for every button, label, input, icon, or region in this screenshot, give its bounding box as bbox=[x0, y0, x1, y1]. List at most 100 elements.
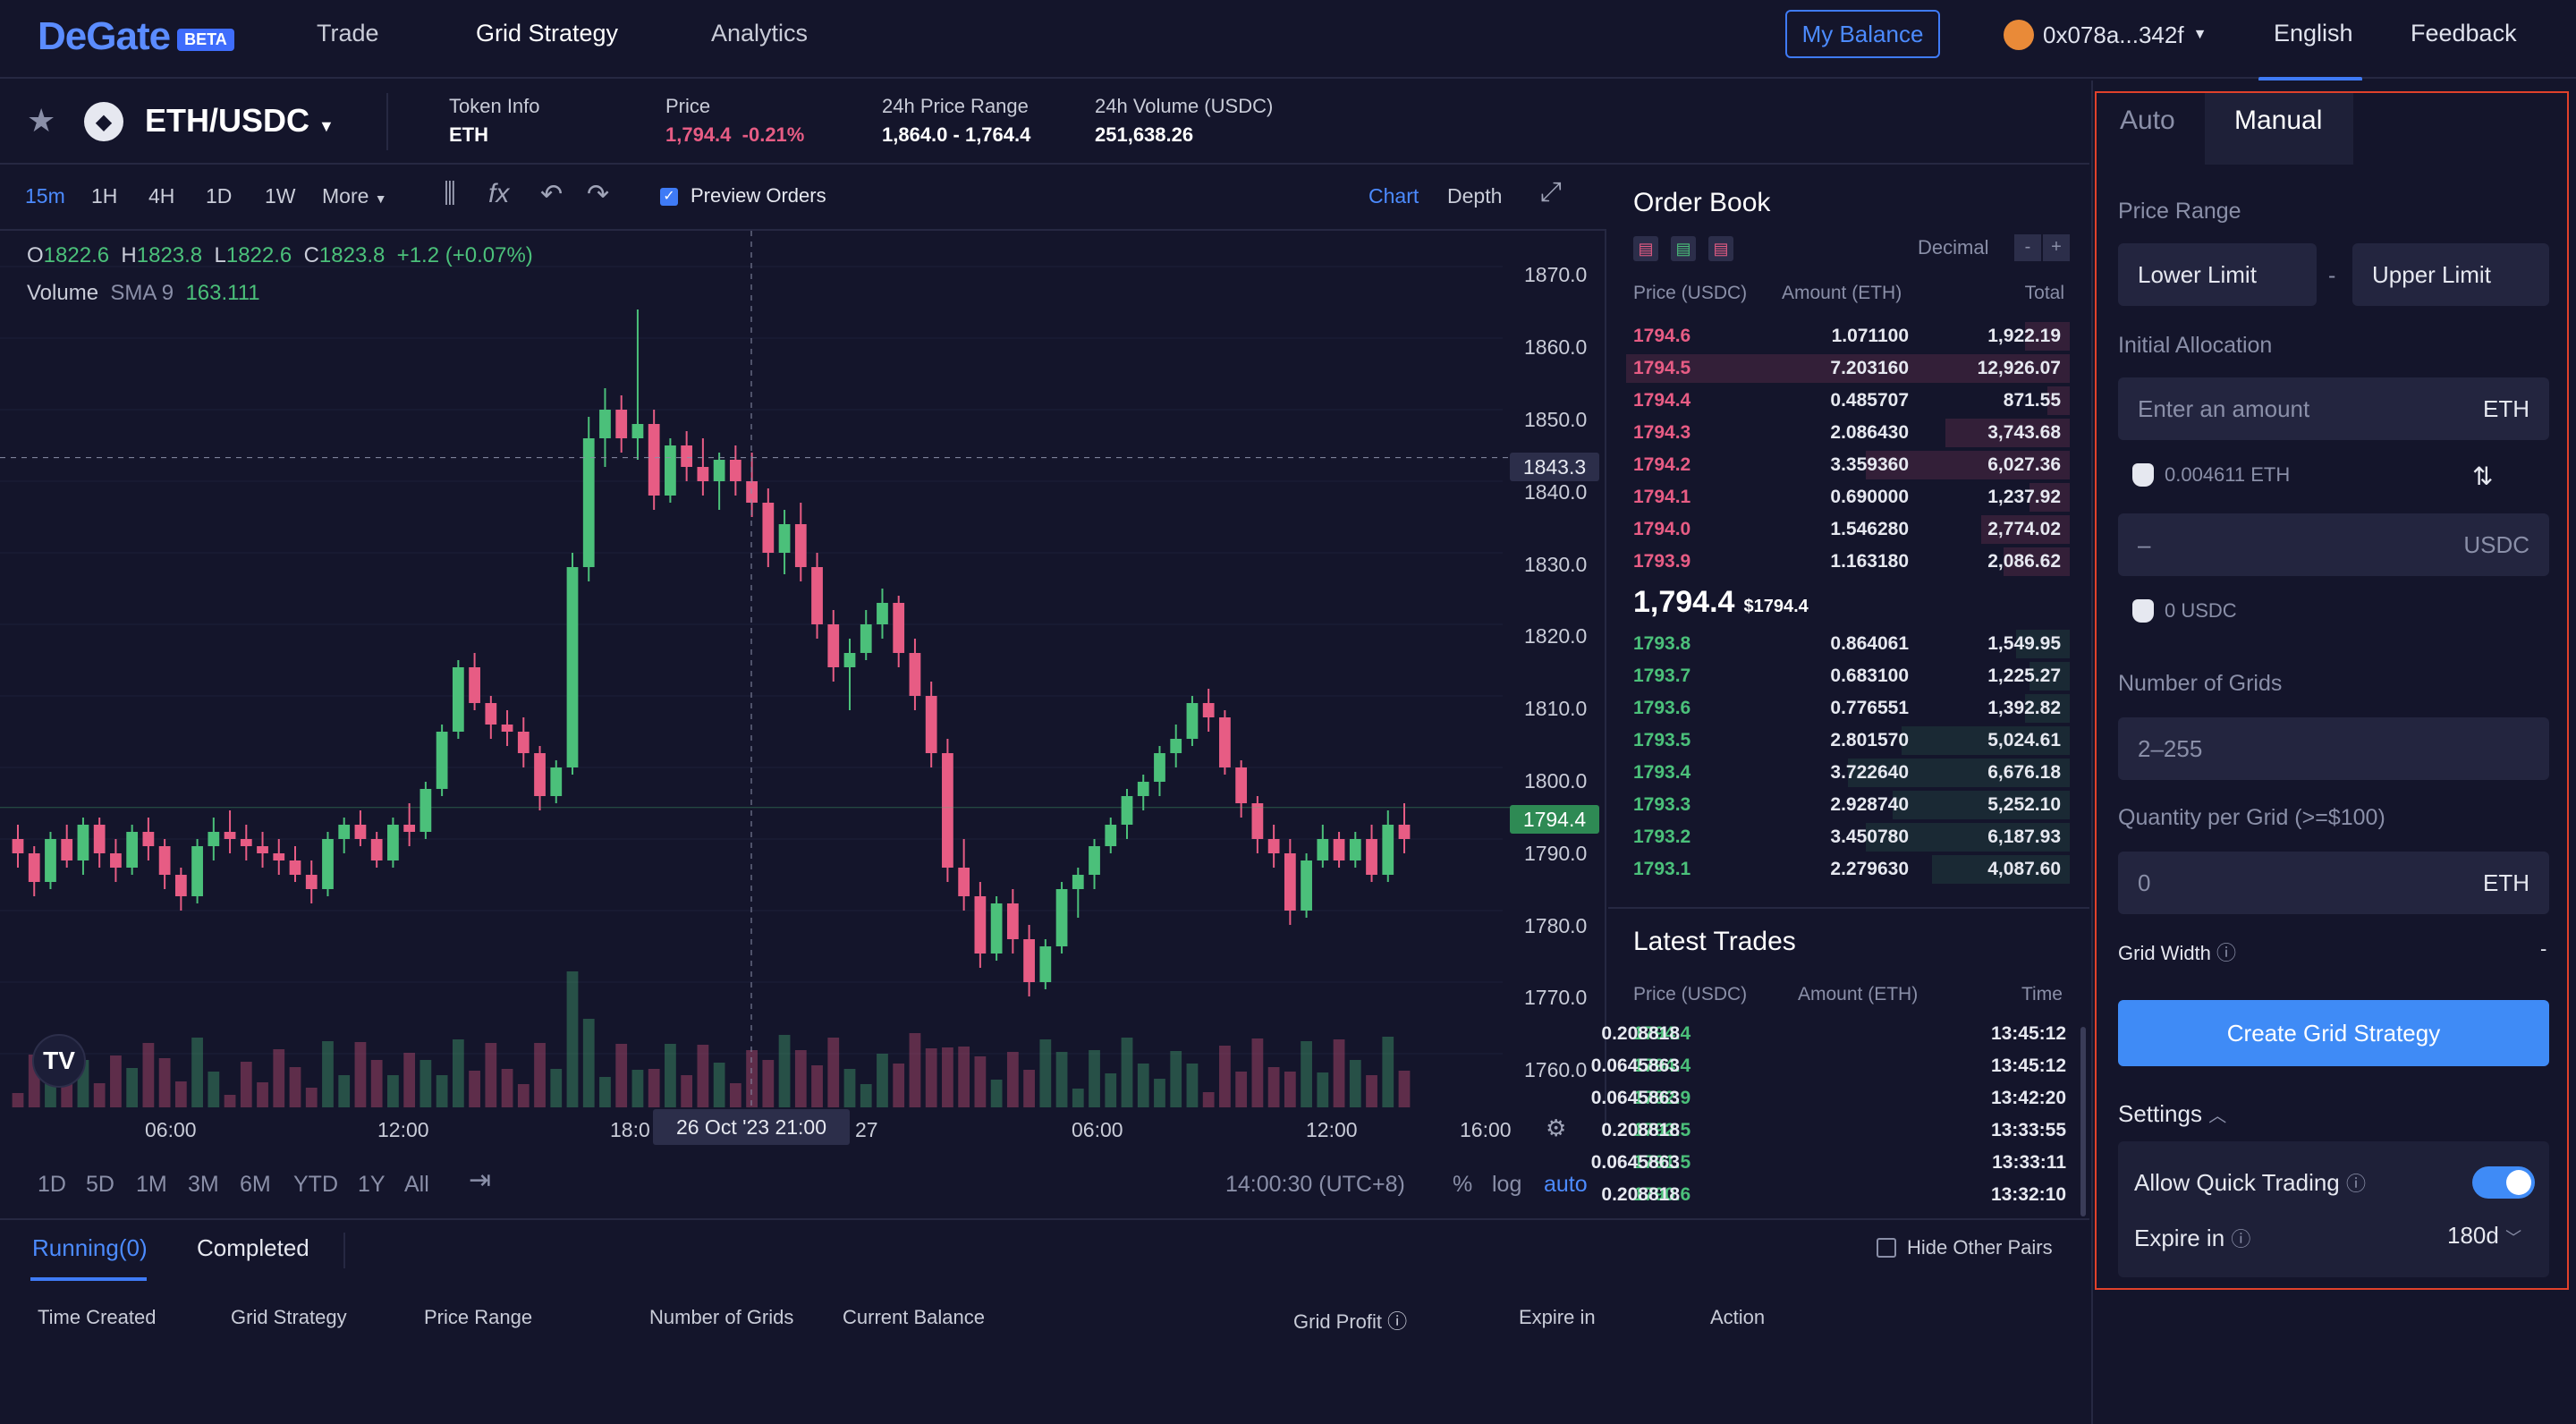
qty-per-grid-input[interactable]: 0 ETH bbox=[2118, 852, 2549, 914]
my-balance-button[interactable]: My Balance bbox=[1785, 10, 1940, 58]
tf-1w[interactable]: 1W bbox=[265, 184, 296, 208]
bid-row[interactable]: 1793.2 3.450780 6,187.93 bbox=[1626, 821, 2070, 852]
range-5d[interactable]: 5D bbox=[86, 1172, 114, 1197]
ask-row[interactable]: 1794.4 0.485707 871.55 bbox=[1626, 385, 2070, 415]
range-3m[interactable]: 3M bbox=[188, 1172, 219, 1197]
ask-row[interactable]: 1794.1 0.690000 1,237.92 bbox=[1626, 481, 2070, 512]
hide-pairs-checkbox[interactable] bbox=[1877, 1238, 1896, 1258]
pair-selector[interactable]: ETH/USDC ▼ bbox=[145, 102, 335, 140]
tab-manual[interactable]: Manual bbox=[2234, 106, 2323, 135]
bid-row[interactable]: 1793.8 0.864061 1,549.95 bbox=[1626, 628, 2070, 658]
x-tick: 06:00 bbox=[145, 1118, 197, 1141]
upper-limit-input[interactable]: Upper Limit bbox=[2352, 243, 2549, 306]
nav-analytics[interactable]: Analytics bbox=[711, 20, 809, 47]
nav-trade[interactable]: Trade bbox=[317, 20, 379, 47]
star-icon[interactable]: ★ bbox=[27, 102, 56, 139]
decimal-minus-button[interactable]: - bbox=[2014, 234, 2041, 261]
tab-chart[interactable]: Chart bbox=[1368, 184, 1419, 208]
lt-col-time: Time bbox=[2021, 984, 2063, 1004]
indicators-icon[interactable]: fx bbox=[488, 179, 510, 208]
bid-row[interactable]: 1793.1 2.279630 4,087.60 bbox=[1626, 853, 2070, 884]
redo-icon[interactable]: ↷ bbox=[587, 180, 610, 209]
log-toggle[interactable]: log bbox=[1492, 1172, 1522, 1197]
expire-in-label: Expire in ⓘ bbox=[2134, 1225, 2251, 1251]
lower-limit-input[interactable]: Lower Limit bbox=[2118, 243, 2317, 306]
tab-auto[interactable]: Auto bbox=[2120, 106, 2175, 135]
ask-row[interactable]: 1794.2 3.359360 6,027.36 bbox=[1626, 449, 2070, 479]
candlestick-canvas[interactable] bbox=[0, 231, 1606, 1125]
bid-row[interactable]: 1793.5 2.801570 5,024.61 bbox=[1626, 725, 2070, 755]
wallet-menu[interactable]: 0x078a...342f ▼ bbox=[2004, 20, 2207, 50]
candle bbox=[485, 696, 497, 1107]
row-price: 1794.6 bbox=[1633, 326, 1691, 346]
auto-toggle[interactable]: auto bbox=[1544, 1172, 1588, 1197]
ask-row[interactable]: 1794.3 2.086430 3,743.68 bbox=[1626, 417, 2070, 447]
ask-row[interactable]: 1793.9 1.163180 2,086.62 bbox=[1626, 546, 2070, 576]
book-both-icon[interactable]: ▤ bbox=[1633, 236, 1658, 261]
degate-logo[interactable]: DeGate BETA bbox=[38, 14, 234, 59]
candles-icon[interactable]: ⫼ bbox=[444, 179, 456, 208]
language-selector[interactable]: English bbox=[2274, 20, 2353, 47]
chart-clock[interactable]: 14:00:30 (UTC+8) bbox=[1225, 1172, 1405, 1197]
y-tick: 1860.0 bbox=[1524, 335, 1588, 359]
candle bbox=[257, 832, 268, 1107]
hide-other-pairs[interactable]: Hide Other Pairs bbox=[1877, 1236, 2053, 1259]
book-asks-icon[interactable]: ▤ bbox=[1708, 236, 1733, 261]
range-1y[interactable]: 1Y bbox=[358, 1172, 386, 1197]
price-chart[interactable] bbox=[0, 229, 1606, 1127]
tf-4h[interactable]: 4H bbox=[148, 184, 175, 208]
ask-row[interactable]: 1794.6 1.071100 1,922.19 bbox=[1626, 320, 2070, 351]
tab-running[interactable]: Running(0) bbox=[32, 1234, 148, 1261]
range-ytd[interactable]: YTD bbox=[293, 1172, 338, 1197]
quick-trading-toggle[interactable] bbox=[2472, 1166, 2535, 1199]
nav-grid-strategy[interactable]: Grid Strategy bbox=[476, 20, 619, 47]
decimal-plus-button[interactable]: + bbox=[2043, 234, 2070, 261]
row-price: 1793.3 bbox=[1633, 794, 1691, 815]
grids-input[interactable]: 2–255 bbox=[2118, 717, 2549, 780]
range-all[interactable]: All bbox=[404, 1172, 429, 1197]
swap-icon[interactable]: ⇅ bbox=[2472, 462, 2494, 490]
tf-1h[interactable]: 1H bbox=[91, 184, 118, 208]
settings-toggle[interactable]: Settings ︿ bbox=[2118, 1100, 2227, 1127]
bid-row[interactable]: 1793.7 0.683100 1,225.27 bbox=[1626, 660, 2070, 691]
fullscreen-icon[interactable]: ⤢ bbox=[1540, 177, 1562, 207]
undo-icon[interactable]: ↶ bbox=[540, 180, 564, 209]
bid-row[interactable]: 1793.3 2.928740 5,252.10 bbox=[1626, 789, 2070, 819]
eth-amount-input[interactable]: Enter an amount ETH bbox=[2118, 377, 2549, 440]
tf-more[interactable]: More ▼ bbox=[322, 184, 387, 208]
bid-row[interactable]: 1793.6 0.776551 1,392.82 bbox=[1626, 692, 2070, 723]
ask-row[interactable]: 1794.5 7.203160 12,926.07 bbox=[1626, 352, 2070, 383]
goto-date-icon[interactable]: ⇥ bbox=[469, 1165, 492, 1195]
ask-row[interactable]: 1794.0 1.546280 2,774.02 bbox=[1626, 513, 2070, 544]
preview-orders-checkbox[interactable]: ✓ bbox=[660, 188, 678, 206]
range-1d[interactable]: 1D bbox=[38, 1172, 66, 1197]
candle bbox=[452, 660, 464, 1107]
row-total: 6,187.93 bbox=[1987, 826, 2061, 847]
trade-amount: 0.208818 bbox=[1601, 1184, 1680, 1200]
trade-time: 13:45:12 bbox=[1990, 1055, 2066, 1076]
chart-settings-icon[interactable]: ⚙ bbox=[1546, 1115, 1567, 1141]
range-6m[interactable]: 6M bbox=[240, 1172, 271, 1197]
range-value: 1,864.0 - 1,764.4 bbox=[882, 123, 1031, 146]
percent-toggle[interactable]: % bbox=[1453, 1172, 1473, 1197]
tradingview-logo[interactable]: TV bbox=[32, 1034, 86, 1088]
trades-scrollbar[interactable] bbox=[2080, 1027, 2086, 1216]
crosshair-price-tag: 1843.3 bbox=[1510, 453, 1599, 481]
expire-select[interactable]: 180d ﹀ bbox=[2447, 1222, 2522, 1249]
candle bbox=[648, 410, 660, 1107]
bid-row[interactable]: 1793.4 3.722640 6,676.18 bbox=[1626, 757, 2070, 787]
usdc-amount-input[interactable]: – USDC bbox=[2118, 513, 2549, 576]
tab-depth[interactable]: Depth bbox=[1447, 184, 1503, 208]
book-bids-icon[interactable]: ▤ bbox=[1671, 236, 1696, 261]
tf-15m[interactable]: 15m bbox=[25, 184, 65, 208]
tf-1d[interactable]: 1D bbox=[206, 184, 233, 208]
candle bbox=[387, 818, 399, 1107]
create-grid-strategy-button[interactable]: Create Grid Strategy bbox=[2118, 1000, 2549, 1066]
feedback-link[interactable]: Feedback bbox=[2411, 20, 2517, 47]
range-1m[interactable]: 1M bbox=[136, 1172, 167, 1197]
row-price: 1793.5 bbox=[1633, 730, 1691, 750]
candle bbox=[1382, 810, 1394, 1107]
tab-completed[interactable]: Completed bbox=[197, 1234, 309, 1261]
trade-amount: 0.208818 bbox=[1601, 1120, 1680, 1140]
token-info[interactable]: Token Info ETH bbox=[449, 95, 540, 147]
